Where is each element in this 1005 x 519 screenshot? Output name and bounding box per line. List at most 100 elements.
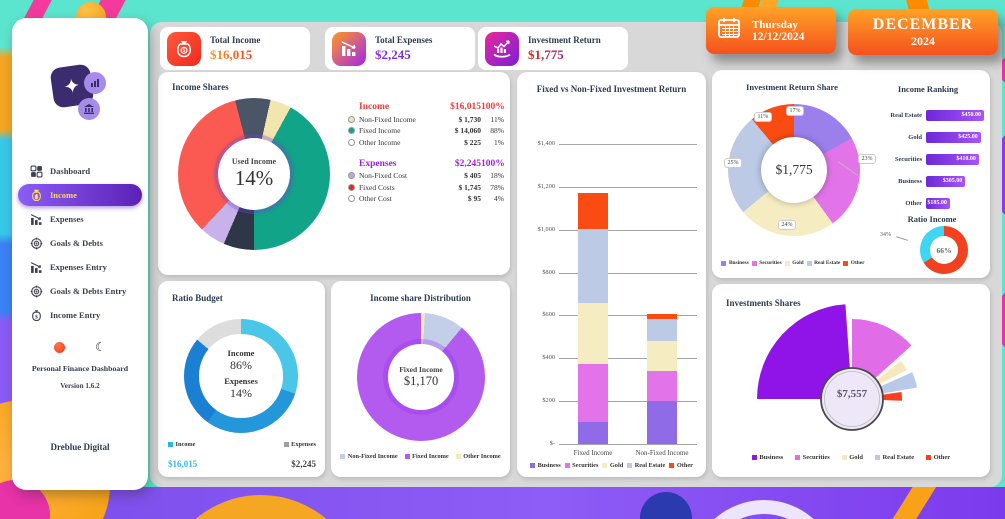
- y-axis-tick: $200: [542, 397, 555, 405]
- money-bag-icon: $: [30, 309, 43, 322]
- svg-text:$: $: [35, 193, 38, 200]
- x-axis-label: Fixed Income: [573, 449, 613, 457]
- kpi-label: Total Expenses: [375, 34, 433, 45]
- panel-title: Ratio Budget: [172, 293, 223, 303]
- legend-item: Other: [669, 462, 693, 469]
- panel-title: Investments Shares: [726, 298, 801, 308]
- ratio-income-donut-chart: 66%: [920, 226, 968, 274]
- sidebar-item-dashboard[interactable]: Dashboard: [18, 160, 142, 182]
- month-label: DECEMBER: [872, 15, 974, 33]
- gridline: [559, 144, 697, 145]
- investments-legend: Business Securities Gold Real Estate Other: [712, 454, 990, 461]
- declining-chart-icon: [30, 261, 43, 274]
- table-row-dot: [348, 172, 355, 179]
- x-axis-label: Non-Fixed Income: [635, 449, 689, 457]
- bar-segment-gold: [647, 341, 677, 372]
- kpi-total-income: $ Total Income $16,015: [160, 27, 310, 70]
- sidebar-item-expenses-entry[interactable]: Expenses Entry: [18, 256, 142, 278]
- legend-item: Securities: [751, 260, 782, 266]
- kpi-investment-return: Investment Return $1,775: [478, 27, 628, 70]
- sidebar-item-expenses[interactable]: Expenses: [18, 208, 142, 230]
- gridline: [559, 444, 697, 445]
- sidebar-item-label: Income Entry: [50, 310, 101, 320]
- declining-chart-icon: [30, 213, 43, 226]
- sidebar: ✦ Dashboard $ Income Expenses Goals & Debts E…: [12, 18, 148, 490]
- label-connector: [896, 236, 908, 241]
- gridline: [559, 186, 697, 188]
- bar-segment-real-estate: [578, 228, 608, 303]
- moon-icon[interactable]: ☾: [95, 340, 106, 354]
- legend-dot: [627, 463, 633, 468]
- ranking-bar-track: $410.00: [926, 153, 986, 165]
- legend-item: Business: [530, 462, 561, 469]
- ranking-label: Gold: [908, 133, 922, 141]
- pct-label-securities: 23%: [858, 154, 876, 164]
- ranking-label: Real Estate: [890, 111, 922, 119]
- table-row-dot: [348, 138, 355, 146]
- bar-segment-securities: [578, 363, 608, 422]
- legend-item: Securities: [795, 454, 830, 461]
- grid-icon: [30, 165, 43, 178]
- table-row-dot: [348, 183, 355, 191]
- pct-label-other: 11%: [754, 112, 772, 122]
- investment-return-panel: Investment Return Share $1,775 17% 23% 2…: [712, 70, 990, 278]
- legend-item: Gold: [841, 454, 863, 461]
- sidebar-item-label: Goals & Debts Entry: [50, 286, 127, 296]
- center-income-label: Income: [227, 348, 255, 358]
- bar-segment-business: [647, 401, 677, 444]
- legend-dot: [404, 454, 410, 459]
- income-expenses-table: Income $16,015 100% Non-Fixed Income $ 1,730…: [348, 102, 505, 203]
- legend-item: Real Estate: [806, 260, 840, 266]
- sidebar-item-income-entry[interactable]: $ Income Entry: [18, 304, 142, 326]
- ranking-bar: $305.00: [926, 175, 966, 187]
- panel-title: Fixed vs Non-Fixed Investment Return: [536, 84, 687, 94]
- legend-dot: [806, 260, 812, 266]
- ranking-bar-track: $425.00: [926, 131, 986, 143]
- declining-chart-icon: [332, 31, 366, 66]
- y-axis-tick: $800: [542, 268, 555, 276]
- fixed-vs-nonfixed-panel: Fixed vs Non-Fixed Investment Return Bus…: [517, 72, 706, 477]
- target-icon: [30, 237, 43, 250]
- investments-fan-chart: [757, 304, 917, 431]
- pct-label-realestate: 25%: [724, 158, 742, 168]
- panel-title: Income share Distribution: [370, 293, 471, 303]
- legend-item: Real Estate: [627, 462, 665, 469]
- donut-center-value: 66%: [936, 245, 952, 255]
- pct-label-gold: 24%: [778, 220, 796, 230]
- legend-item: Income: [168, 441, 195, 448]
- ratio-budget-legend: Income Expenses: [168, 441, 316, 448]
- donut-center-value: $1,170: [403, 374, 439, 388]
- fan-center-circle: [820, 367, 884, 431]
- income-amount: $16,015: [168, 459, 198, 469]
- sidebar-item-income[interactable]: $ Income: [18, 184, 142, 206]
- center-income-pct: 86%: [230, 358, 252, 372]
- investments-shares-panel: Investments Shares $7,557 Business Securi…: [712, 284, 990, 477]
- y-axis-tick: $1,000: [537, 225, 555, 233]
- center-expenses-pct: 14%: [230, 386, 252, 400]
- weekday-label: Thursday: [752, 18, 798, 31]
- theme-toggle-row: ☾: [12, 340, 148, 354]
- donut-center-label: Fixed Income: [399, 365, 443, 374]
- pct-label-business: 17%: [786, 106, 804, 116]
- donut-center-label: Used Income: [231, 157, 277, 166]
- y-axis-tick: $-: [549, 440, 555, 447]
- kpi-value: $16,015: [210, 47, 260, 63]
- ratio-income-side-label: 34%: [880, 232, 891, 238]
- sidebar-item-label: Income: [50, 190, 77, 200]
- date-card: Thursday 12/12/2024: [706, 7, 836, 54]
- legend-item: Other: [843, 260, 865, 266]
- legend-item: Fixed Income: [404, 453, 449, 460]
- ranking-bar-track: $305.00: [926, 175, 986, 187]
- sidebar-item-label: Dashboard: [50, 166, 91, 176]
- ranking-bar-track: $450.00: [926, 109, 986, 121]
- hand-chart-icon: [485, 31, 519, 66]
- sidebar-item-goals-debts-entry[interactable]: Goals & Debts Entry: [18, 280, 142, 302]
- fan-segment-business: [757, 304, 852, 399]
- sun-icon[interactable]: [54, 341, 66, 353]
- ratio-budget-panel: Ratio Budget Income 86% Expenses 14% Inc…: [158, 281, 325, 477]
- sidebar-item-goals-debts[interactable]: Goals & Debts: [18, 232, 142, 254]
- center-expenses-label: Expenses: [224, 376, 258, 386]
- legend-dot: [564, 463, 570, 468]
- income-shares-panel: Income Shares Used Income 14% Income $16,…: [158, 72, 510, 275]
